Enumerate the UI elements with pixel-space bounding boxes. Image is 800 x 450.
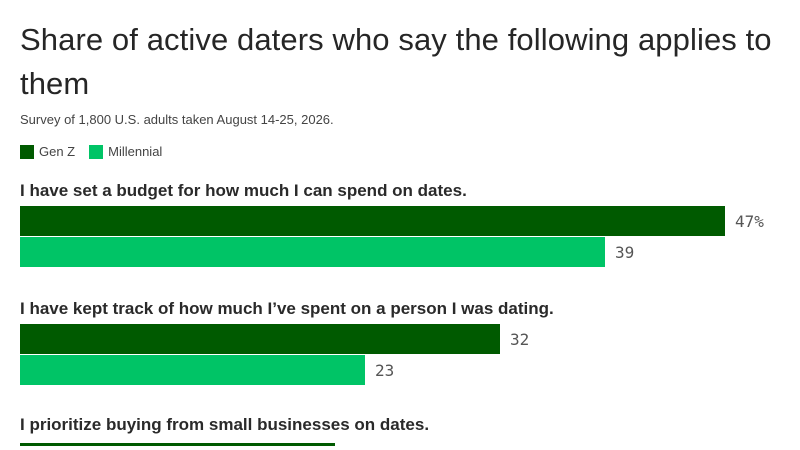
question-label-2: I have kept track of how much I’ve spent… <box>20 299 554 318</box>
bar-gen-z-q2 <box>20 324 500 354</box>
legend: Gen Z Millennial <box>20 144 176 159</box>
value-label-millennial-q2: 23 <box>375 361 394 380</box>
chart-subtitle: Survey of 1,800 U.S. adults taken August… <box>20 112 334 127</box>
legend-swatch-millennial <box>89 144 104 159</box>
legend-label-millennial: Millennial <box>108 144 163 159</box>
bar-gen-z-q1 <box>20 206 725 236</box>
legend-label-gen-z: Gen Z <box>39 144 76 159</box>
bar-millennial-q2 <box>20 355 365 385</box>
value-label-gen-z-q1: 47% <box>735 212 764 231</box>
value-label-gen-z-q2: 32 <box>510 330 529 349</box>
bar-millennial-q1 <box>20 237 605 267</box>
legend-swatch-gen-z <box>20 144 34 159</box>
legend-item-millennial: Millennial <box>89 144 162 159</box>
legend-item-gen-z: Gen Z <box>20 144 75 159</box>
question-label-1: I have set a budget for how much I can s… <box>20 181 467 200</box>
chart-title: Share of active daters who say the follo… <box>20 22 772 101</box>
bar-gen-z-q3 <box>20 443 335 446</box>
question-label-3: I prioritize buying from small businesse… <box>20 415 429 434</box>
value-label-millennial-q1: 39 <box>615 243 634 262</box>
